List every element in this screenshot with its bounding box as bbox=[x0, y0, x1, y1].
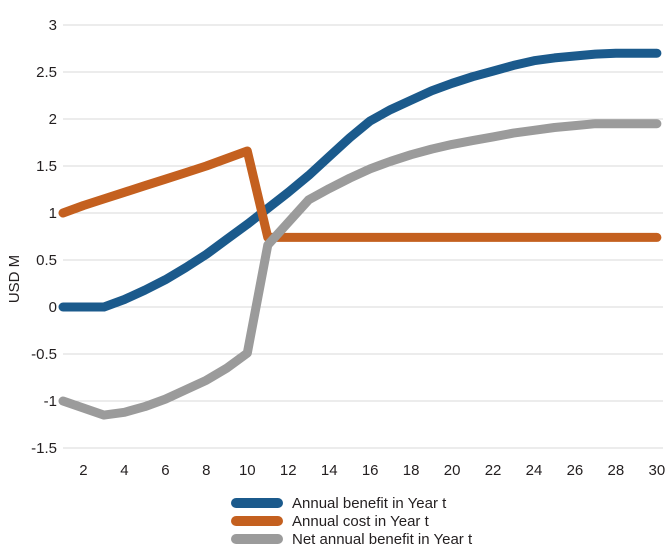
series-line-3 bbox=[58, 119, 662, 420]
x-tick-label: 6 bbox=[161, 462, 169, 479]
x-tick-label: 20 bbox=[444, 462, 461, 479]
legend-label-2: Annual cost in Year t bbox=[292, 513, 430, 530]
y-tick-label: 3 bbox=[49, 17, 57, 34]
y-tick-label: 1.5 bbox=[36, 158, 57, 175]
x-tick-label: 30 bbox=[649, 462, 666, 479]
x-tick-label: 2 bbox=[79, 462, 87, 479]
legend-label-3: Net annual benefit in Year t bbox=[292, 531, 473, 548]
y-tick-label: -0.5 bbox=[31, 346, 57, 363]
x-tick-label: 22 bbox=[485, 462, 502, 479]
legend-label-1: Annual benefit in Year t bbox=[292, 495, 447, 512]
y-tick-label: 2.5 bbox=[36, 64, 57, 81]
y-tick-label: 0 bbox=[49, 299, 57, 316]
y-tick-label: 0.5 bbox=[36, 252, 57, 269]
y-tick-label: 1 bbox=[49, 205, 57, 222]
x-tick-label: 24 bbox=[526, 462, 543, 479]
x-tick-label: 12 bbox=[280, 462, 297, 479]
x-tick-label: 14 bbox=[321, 462, 338, 479]
x-tick-label: 28 bbox=[608, 462, 625, 479]
x-tick-label: 10 bbox=[239, 462, 256, 479]
y-tick-label: 2 bbox=[49, 111, 57, 128]
x-tick-label: 26 bbox=[567, 462, 584, 479]
y-tick-label: -1.5 bbox=[31, 440, 57, 457]
y-axis-ticks: 3 2.5 2 1.5 1 0.5 0 -0.5 -1 -1.5 bbox=[31, 17, 57, 457]
y-tick-label: -1 bbox=[44, 393, 57, 410]
x-tick-label: 8 bbox=[202, 462, 210, 479]
y-axis-title: USD M bbox=[6, 255, 23, 303]
x-axis-ticks: 2 4 6 8 10 12 14 16 18 20 22 24 26 28 30 bbox=[79, 462, 665, 479]
x-tick-label: 16 bbox=[362, 462, 379, 479]
series-lines bbox=[58, 48, 662, 420]
series-line-2 bbox=[58, 146, 662, 242]
x-tick-label: 4 bbox=[120, 462, 128, 479]
gridlines bbox=[63, 24, 663, 449]
series-line-1 bbox=[58, 48, 662, 312]
x-tick-label: 18 bbox=[403, 462, 420, 479]
